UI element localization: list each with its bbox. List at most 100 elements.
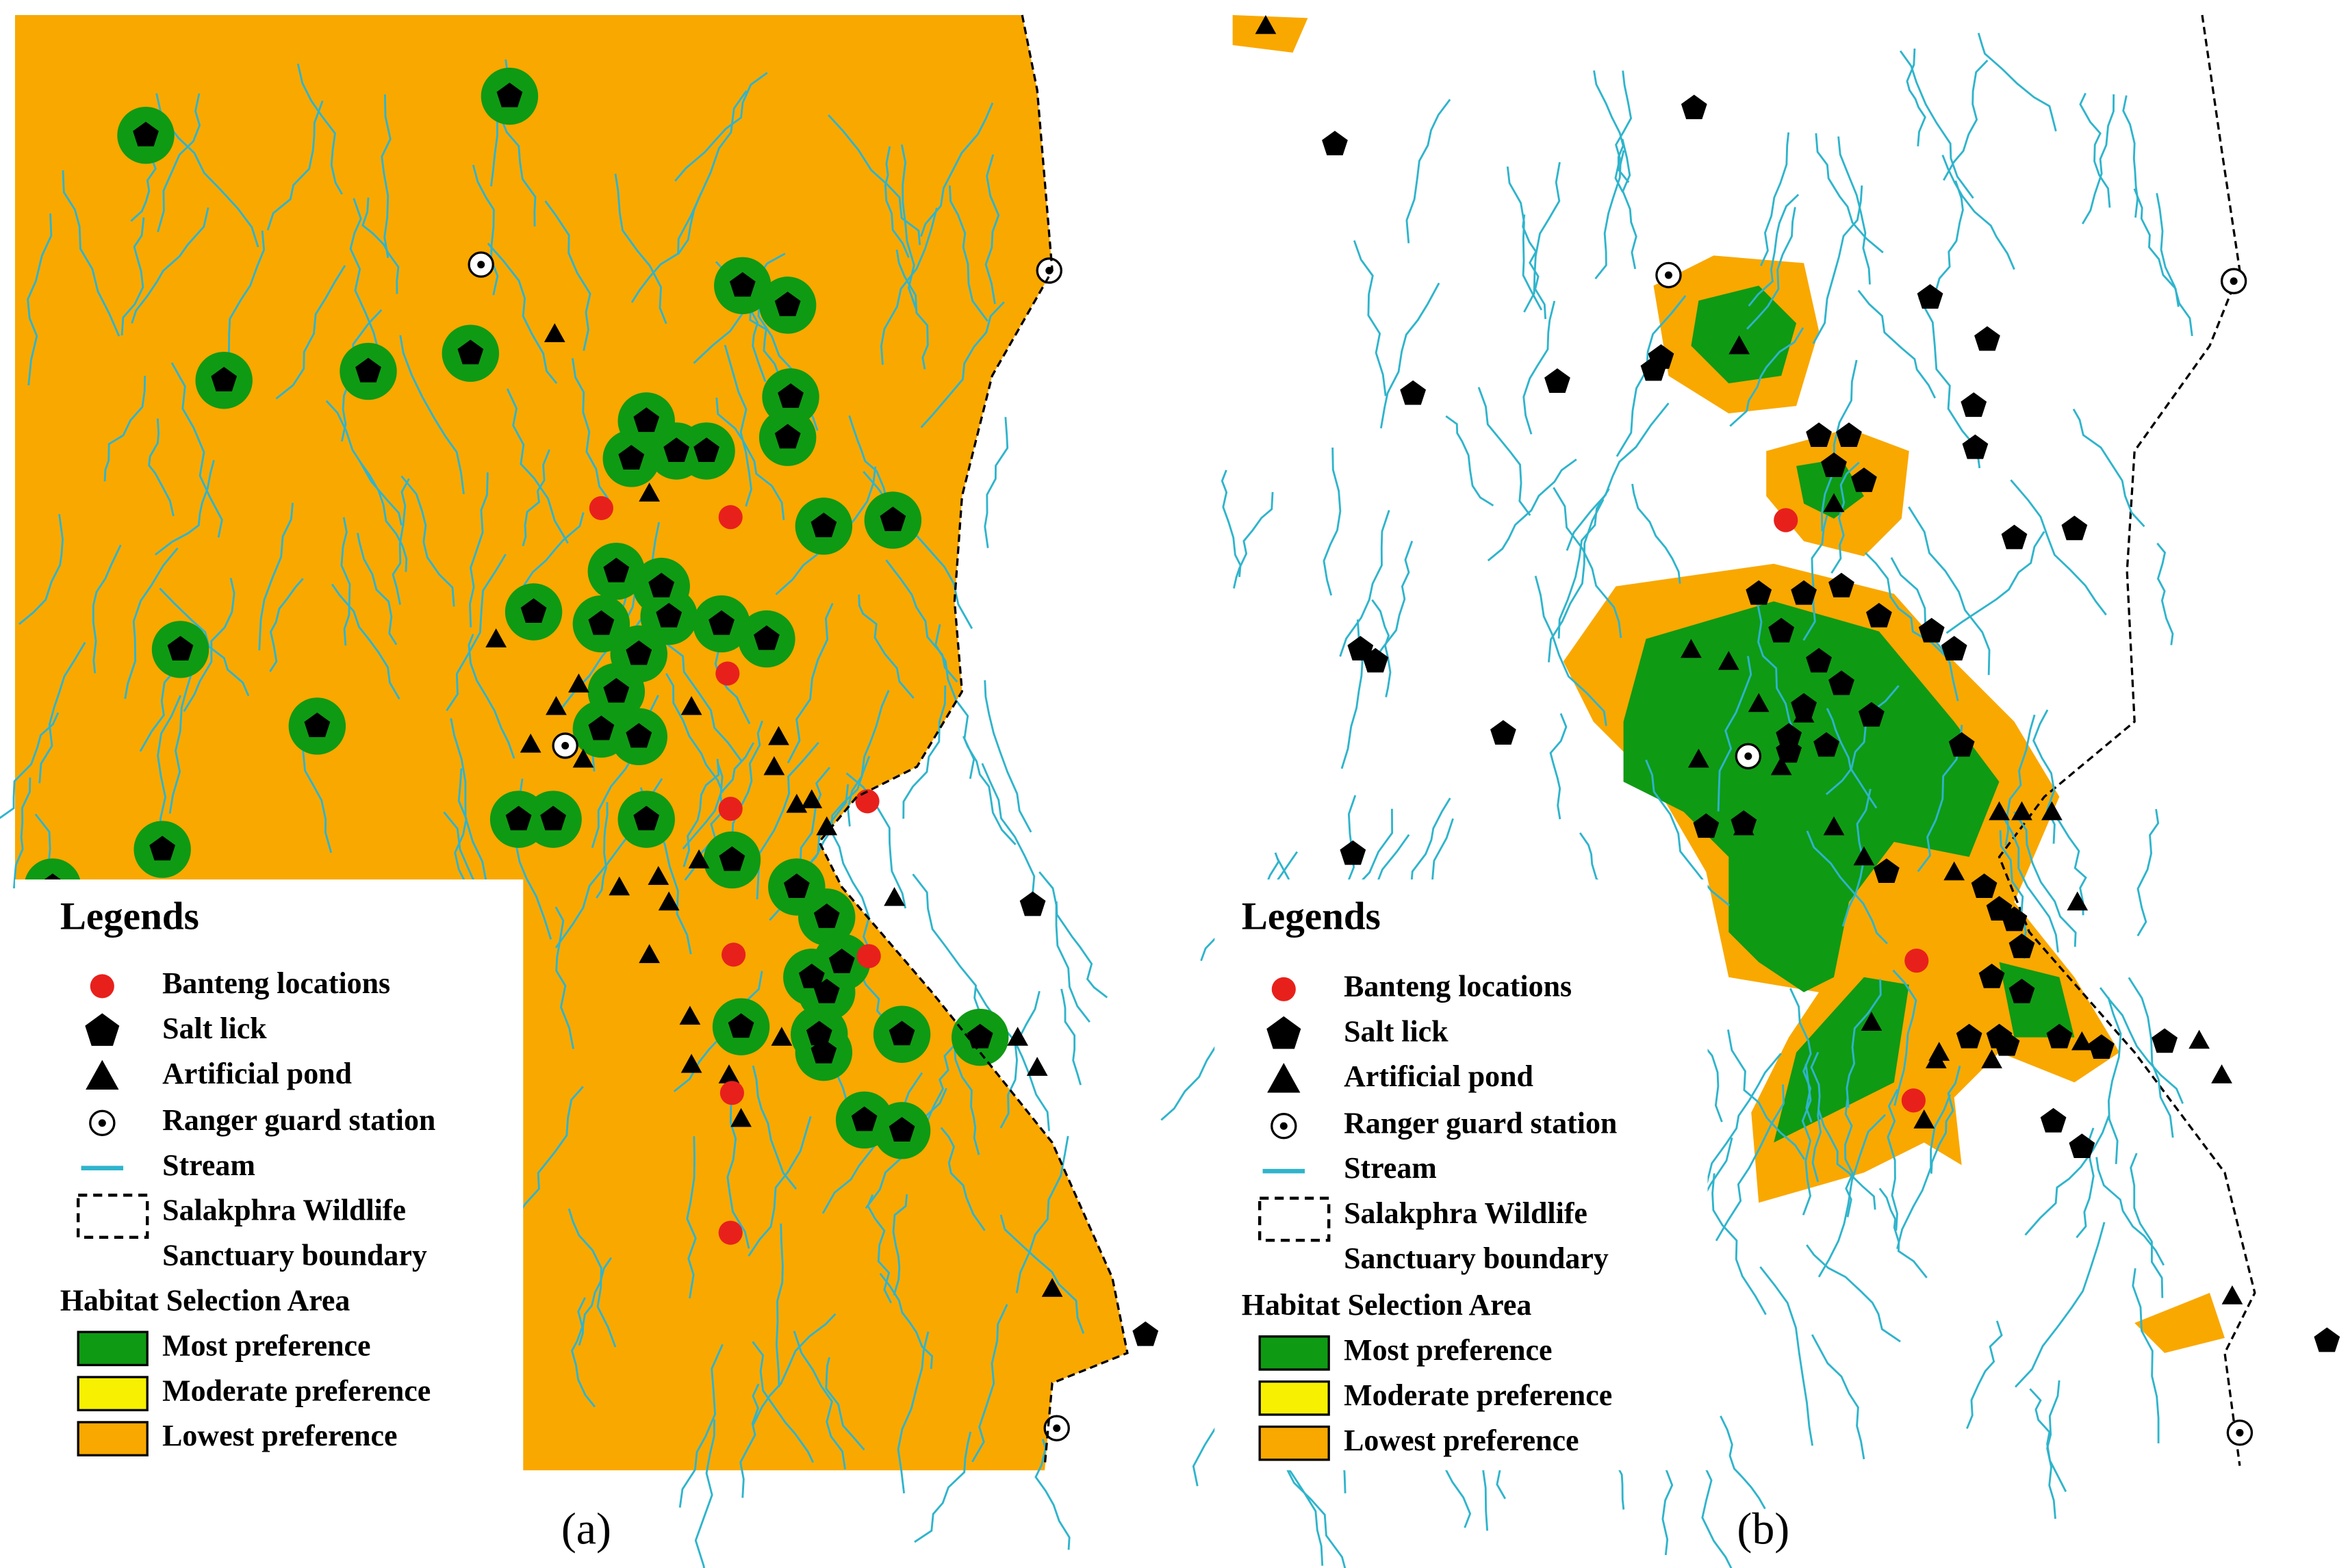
salt-lick [1828,572,1854,597]
stream [571,1297,596,1408]
artificial-pond [816,816,838,836]
stream [1015,1135,1069,1294]
stream [12,777,31,889]
artificial-pond [1026,1057,1048,1076]
artificial-pond [2011,801,2032,821]
salt-lick [457,339,484,365]
stream [954,1045,980,1155]
stream [1815,133,1884,254]
salt-lick [633,407,660,433]
stream [726,1105,750,1249]
stream [1717,656,1752,812]
stream [18,514,64,626]
stream [1594,150,1625,280]
salt-lick [1362,647,1389,673]
salt-lick [880,506,906,532]
salt-lick [2008,978,2035,1003]
legend-label: Moderate preference [162,1374,431,1407]
stream [359,461,408,572]
salt-lick [588,610,615,635]
salt-lick [2314,1327,2340,1352]
stream [1846,979,1882,1108]
legend-label: Banteng locations [1344,969,1572,1003]
stream [148,418,175,517]
stream [1549,712,1568,820]
salt-lick [1962,434,1989,459]
stream [902,685,947,819]
stream [1323,447,1342,596]
ranger-station-dot [2236,1428,2244,1437]
artificial-pond [1823,493,1845,513]
stream [62,170,120,337]
stream [183,578,235,712]
stream [1759,132,1790,266]
legend-label: Most preference [1344,1333,1552,1367]
salt-lick [811,1038,837,1064]
salt-lick [1978,963,2005,988]
legends: Legends Banteng locations Salt lick Artific… [60,895,1789,1554]
salt-lick [1948,732,1975,757]
stream [103,376,146,482]
boundary [817,14,1129,1466]
stream [999,990,1041,1129]
stream [2122,95,2139,218]
salt-lick [1266,1016,1301,1049]
stream [1720,1415,1766,1510]
salt-lick [149,836,176,861]
stream [357,532,398,645]
stream [1445,415,1494,506]
salt-lick [2088,1034,2115,1059]
ranger-station-dot [1744,752,1752,760]
salt-lick [1806,422,1832,448]
salt-lick [1956,1023,1982,1049]
salt-lick [1961,392,1987,417]
artificial-pond [718,1064,740,1083]
stream [596,802,609,899]
stream [157,93,201,233]
salt-lick [1828,670,1854,695]
salt-lick [719,846,745,871]
salt-lick [1813,732,1839,757]
salt-lick [1322,131,1348,155]
salt-lick [811,513,837,537]
salt-lick [1873,858,1900,884]
stream [2095,1157,2165,1266]
stream [715,397,785,520]
stream [450,718,487,880]
legend-label: Most preference [162,1328,370,1362]
stream [1055,901,1108,999]
stream [914,1431,972,1543]
stream [399,335,465,494]
stream [1844,1097,1854,1218]
stream [1810,1051,1822,1183]
stream [971,1304,1008,1463]
stream [1812,185,1863,344]
stream [1806,830,1888,944]
banteng-location [1904,949,1929,973]
artificial-pond [609,876,630,896]
legend-swatch [77,1376,149,1412]
legend-boundary [1258,1196,1331,1242]
banteng-location [90,974,114,999]
artificial-pond [884,886,905,906]
salt-lick [1746,580,1772,605]
stream [1715,1084,1785,1242]
ranger-station-dot [1053,1424,1061,1432]
salt-lick [85,1013,120,1046]
artificial-pond [680,696,702,715]
artificial-pond [546,696,567,715]
stream [752,1065,797,1190]
stream [1060,988,1082,1085]
artificial-pond [485,628,507,647]
stream [2024,1115,2110,1236]
stream [1370,541,1414,665]
salt-lick [1132,1321,1159,1346]
stream [665,673,724,793]
artificial-pond [1861,1012,1883,1031]
stream [1977,32,2057,132]
stream [984,680,1032,833]
stream [1789,988,1813,1123]
artificial-pond [1770,756,1792,775]
stream [1593,70,1630,183]
artificial-pond [1255,14,1277,34]
